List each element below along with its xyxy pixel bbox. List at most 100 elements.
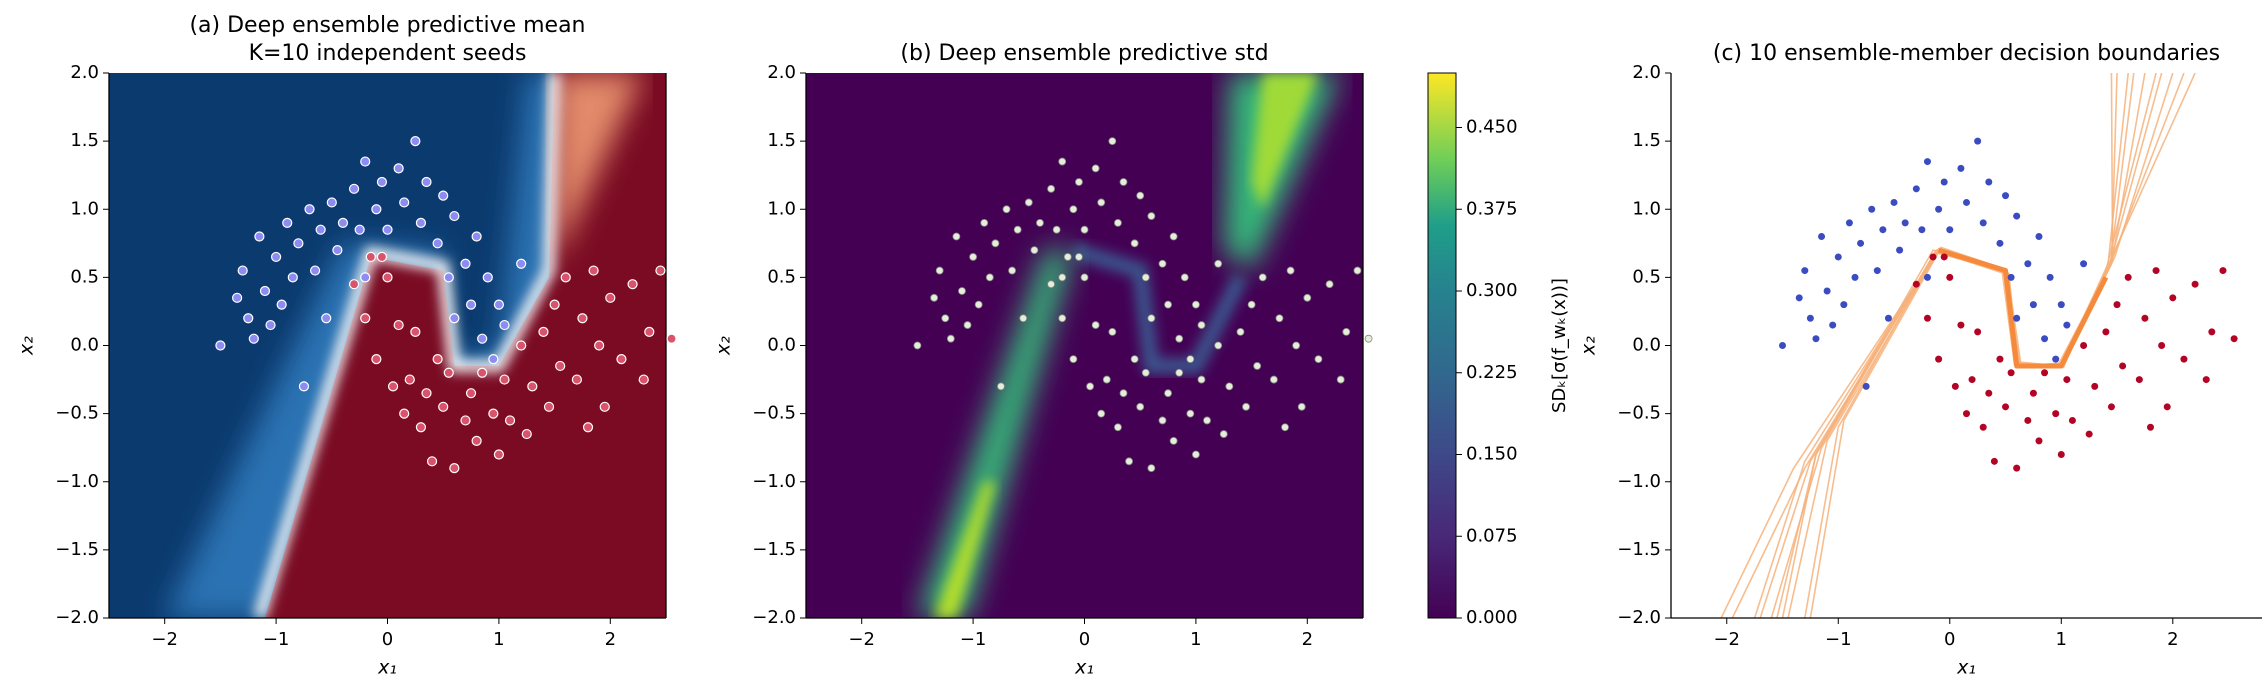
data-point <box>1935 205 1943 213</box>
data-point <box>1923 158 1931 166</box>
y-axis-label: x₂ <box>1578 336 1600 356</box>
data-point <box>1901 219 1909 227</box>
data-point <box>449 463 460 474</box>
x-tick-label: 0 <box>1944 629 1955 650</box>
data-point <box>1114 218 1122 227</box>
data-point <box>1052 225 1061 234</box>
data-point <box>1946 273 1954 281</box>
data-point <box>1834 253 1842 261</box>
data-point <box>2191 280 2199 288</box>
data-point <box>1125 457 1133 466</box>
data-point <box>1069 355 1078 364</box>
colorbar-tick-label: 0.075 <box>1466 525 1518 546</box>
chart-title: (b) Deep ensemble predictive std <box>900 41 1268 66</box>
data-point <box>1008 266 1016 275</box>
data-point <box>298 381 310 392</box>
data-point <box>952 232 961 241</box>
data-point <box>1929 253 1937 261</box>
data-point <box>1192 450 1200 459</box>
data-point <box>248 333 259 344</box>
data-point <box>404 374 415 385</box>
member-boundary <box>1804 73 2196 618</box>
data-point <box>321 313 332 324</box>
data-point <box>410 326 421 337</box>
data-point <box>2169 294 2177 302</box>
data-point <box>543 401 555 412</box>
data-point <box>399 408 410 419</box>
y-tick-label: 1.0 <box>1632 198 1661 219</box>
data-point <box>1829 321 1837 329</box>
data-point <box>2124 273 2132 281</box>
data-point <box>2007 273 2015 281</box>
std-band-low-core <box>934 481 996 618</box>
data-point <box>1024 198 1033 207</box>
data-point <box>2113 301 2121 309</box>
data-point <box>1985 389 1993 397</box>
std-band-high-core <box>1251 73 1319 210</box>
data-point <box>2146 423 2154 431</box>
data-point <box>1314 355 1323 364</box>
data-point <box>1119 178 1128 186</box>
colorbar-tick-label: 0.300 <box>1466 280 1518 301</box>
data-point <box>1030 246 1039 255</box>
member-boundary <box>1787 73 2157 618</box>
data-point <box>958 287 966 295</box>
y-axis-label: x₂ <box>713 336 735 356</box>
data-point <box>627 279 638 290</box>
data-point <box>477 367 488 378</box>
data-point <box>1840 301 1848 309</box>
data-point <box>560 272 571 283</box>
data-point <box>599 401 610 412</box>
data-point <box>1130 355 1139 364</box>
data-point <box>304 204 315 215</box>
data-point <box>493 449 504 460</box>
data-point <box>588 265 599 276</box>
data-point <box>365 251 376 263</box>
data-point <box>2119 362 2127 370</box>
y-tick-label: 1.0 <box>767 198 796 219</box>
data-point <box>1851 273 1859 281</box>
data-point <box>1862 382 1870 390</box>
data-point <box>1108 327 1117 336</box>
data-point <box>1158 259 1167 268</box>
colorbar-tick-label: 0.375 <box>1466 198 1518 219</box>
data-point <box>2013 464 2021 472</box>
x-tick-label: −2 <box>848 629 875 650</box>
data-point <box>432 354 443 365</box>
data-point <box>1286 266 1295 275</box>
x-tick-label: 2 <box>2167 629 2178 650</box>
data-point <box>2013 212 2021 220</box>
data-point <box>2046 273 2054 281</box>
data-point <box>2102 328 2110 336</box>
data-point <box>354 224 365 235</box>
data-point <box>1303 293 1312 302</box>
x-tick-label: −1 <box>263 629 290 650</box>
data-point <box>2219 267 2227 275</box>
colorbar-tick-label: 0.150 <box>1466 444 1518 465</box>
data-point <box>254 231 265 242</box>
data-point <box>2024 416 2032 424</box>
data-point <box>1963 410 1970 418</box>
data-point <box>1974 137 1982 145</box>
data-point <box>1963 198 1970 206</box>
data-point <box>1269 375 1278 384</box>
data-point <box>1884 314 1892 322</box>
data-point <box>477 333 488 344</box>
data-point <box>471 231 482 242</box>
data-point <box>1236 327 1245 336</box>
data-point <box>493 299 504 310</box>
data-point <box>516 340 527 351</box>
data-point <box>2035 437 2043 445</box>
data-point <box>1019 314 1028 323</box>
data-point <box>1957 321 1965 329</box>
member-boundary <box>1770 73 2185 618</box>
data-point <box>605 292 616 303</box>
data-point <box>2091 382 2099 390</box>
data-point <box>1147 212 1156 220</box>
data-point <box>1806 314 1814 322</box>
orange-band <box>554 73 644 264</box>
x-tick-label: 2 <box>605 629 616 650</box>
data-point <box>1169 232 1178 241</box>
y-tick-label: −0.5 <box>1617 403 1661 424</box>
data-point <box>1080 273 1089 282</box>
